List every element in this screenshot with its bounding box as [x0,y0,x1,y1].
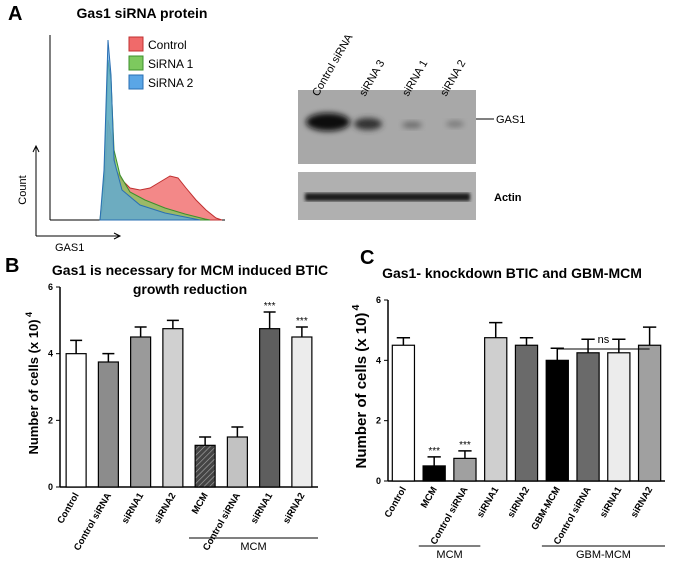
significance: *** [428,446,440,457]
y-tick-label: 0 [48,482,53,492]
x-tick-label: Control [383,485,409,520]
x-tick-label: MCM [419,485,440,510]
x-tick-label: siRNA1 [249,490,276,525]
error-bar [581,338,595,353]
panel-letter: C [360,247,374,269]
significance: *** [264,301,276,312]
bar [637,344,662,482]
bar [453,457,477,482]
bar [259,328,281,488]
bar [130,336,152,488]
panel-letter: A [8,3,22,25]
y-tick-label: 4 [376,355,381,365]
legend-label: SiRNA 2 [148,76,194,90]
x-tick-label: siRNA1 [475,484,502,519]
x-tick-label: Control [55,491,81,526]
x-tick-label: siRNA2 [506,485,532,520]
error-bar [612,338,626,353]
lane-label: Control siRNA [310,32,356,99]
significance: *** [459,440,471,451]
error-bar [199,436,212,446]
y-axis-label: Number of cells (x 10) [26,319,41,454]
panel-letter: B [5,255,19,277]
legend-label: SiRNA 1 [148,57,194,71]
axis-label: GAS1 [55,242,84,254]
chart-title: Gas1- knockdown BTIC and GBM-MCM [382,265,642,281]
group-label: MCM [240,541,266,553]
bracket-label: ns [598,334,610,346]
axis-label: Count [17,175,29,204]
bar [545,359,569,482]
western-blot: GAS1 Actin Control siRNA siRNA 3 siRNA 1… [298,32,525,220]
error-bar [70,339,83,354]
panel-title: Gas1 siRNA protein [77,5,208,21]
group-label: GBM-MCM [576,549,631,561]
x-tick-label: siRNA2 [152,491,178,526]
y-axis-label-superscript: 4 [24,311,34,317]
error-bar [166,319,179,329]
bar [65,353,87,488]
error-bar [427,456,441,466]
x-tick-label: GBM-MCM [529,485,563,532]
bar [162,328,184,488]
histogram: Control SiRNA 1 SiRNA 2 Count GAS1 [17,33,225,254]
error-bar [489,321,503,338]
y-axis-label-superscript: 4 [350,304,362,310]
bar [97,361,119,488]
chart-title: growth reduction [133,281,247,297]
error-bar [102,352,115,362]
x-tick-label: MCM [190,491,211,516]
y-tick-label: 6 [48,282,53,292]
error-bar [642,326,657,346]
bar [226,436,248,488]
bar [194,444,216,488]
bar [576,352,600,482]
legend-label: Control [148,38,187,52]
significance: *** [296,316,308,327]
error-bar [550,347,564,361]
y-tick-label: 6 [376,295,381,305]
error-bar [231,426,244,437]
error-bar [458,450,472,459]
x-tick-label: siRNA2 [281,491,307,526]
error-bar [396,336,411,346]
x-tick-label: siRNA1 [120,490,147,525]
error-bar [134,326,147,337]
x-tick-label: siRNA2 [629,485,655,520]
bar [291,336,313,488]
bar [391,344,416,482]
y-axis-label: Number of cells (x 10) [353,313,370,469]
chart-title: Gas1 is necessary for MCM induced BTIC [52,262,328,278]
error-bar [295,326,308,337]
y-tick-label: 2 [48,415,53,425]
band-label: Actin [494,192,522,204]
band-label: GAS1 [496,114,525,126]
error-bar [263,311,276,329]
bar [422,465,446,482]
y-tick-label: 0 [376,476,381,486]
bar [607,352,631,482]
bar [514,344,539,482]
group-label: MCM [436,549,462,561]
x-tick-label: siRNA1 [598,484,625,519]
y-tick-label: 2 [376,416,381,426]
y-tick-label: 4 [48,349,53,359]
error-bar [519,336,534,346]
bar [484,337,508,482]
